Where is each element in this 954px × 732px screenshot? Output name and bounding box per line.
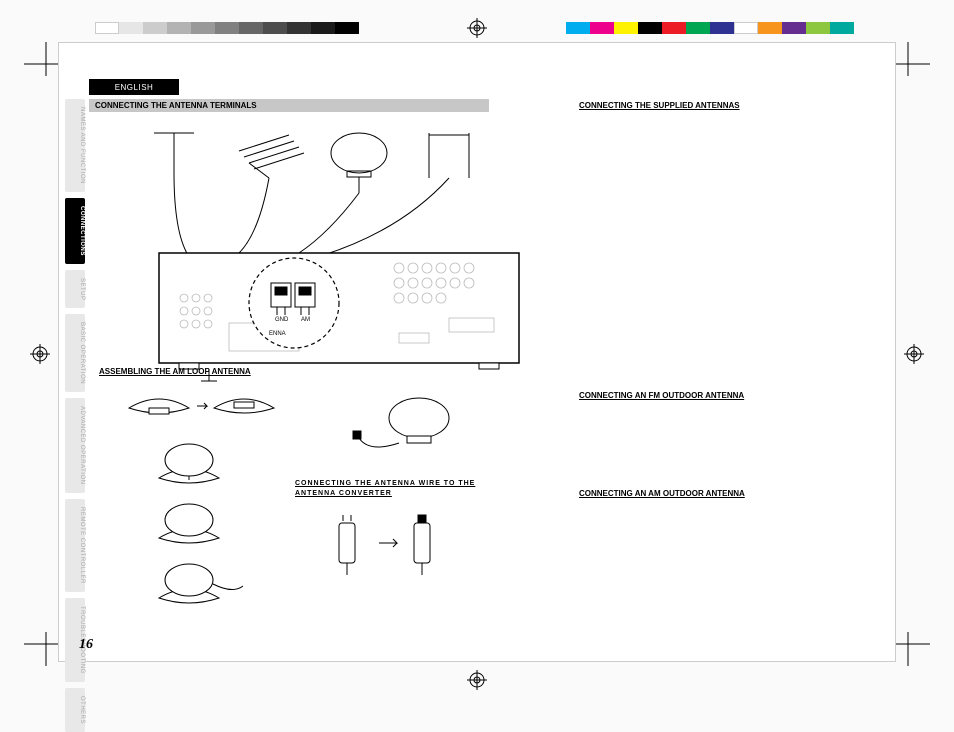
- label-gnd: GND: [275, 317, 289, 323]
- receiver-diagram: GND AM ENNA: [99, 123, 529, 383]
- label-enna: ENNA: [269, 331, 286, 337]
- crop-mark-tr: [896, 42, 930, 76]
- crop-mark-tl: [24, 42, 58, 76]
- reg-target-top: [467, 18, 487, 38]
- section-bar-antenna: CONNECTING THE ANTENNA TERMINALS: [89, 99, 489, 112]
- page-frame: ENGLISH NAMES AND FUNCTION CONNECTIONS S…: [58, 42, 896, 662]
- tab-remote[interactable]: REMOTE CONTROLLER: [65, 499, 85, 592]
- reg-target-left: [30, 344, 50, 364]
- page-number: 16: [79, 637, 93, 653]
- heading-am-outdoor: CONNECTING AN AM OUTDOOR ANTENNA: [579, 489, 745, 498]
- color-bar: [566, 22, 854, 34]
- tab-names-function[interactable]: NAMES AND FUNCTION: [65, 99, 85, 192]
- heading-assembling: ASSEMBLING THE AM LOOP ANTENNA: [99, 367, 251, 376]
- grayscale-bar: [95, 22, 359, 34]
- small-loop-diagram: [349, 393, 479, 463]
- heading-wire-converter: CONNECTING THE ANTENNA WIRE TO THE ANTEN…: [295, 479, 485, 499]
- heading-supplied: CONNECTING THE SUPPLIED ANTENNAS: [579, 101, 740, 110]
- label-am: AM: [301, 317, 310, 323]
- tab-basic-op[interactable]: BASIC OPERATION: [65, 314, 85, 392]
- reg-target-right: [904, 344, 924, 364]
- tab-setup[interactable]: SETUP: [65, 270, 85, 309]
- tab-others[interactable]: OTHERS: [65, 688, 85, 732]
- language-tab: ENGLISH: [89, 79, 179, 95]
- tab-connections[interactable]: CONNECTIONS: [65, 198, 85, 264]
- reg-target-bottom: [467, 670, 487, 690]
- am-loop-steps: [119, 388, 319, 608]
- crop-mark-bl: [24, 632, 58, 666]
- converter-diagram: [319, 513, 479, 583]
- tab-advanced-op[interactable]: ADVANCED OPERATION: [65, 398, 85, 492]
- crop-mark-br: [896, 632, 930, 666]
- heading-fm-outdoor: CONNECTING AN FM OUTDOOR ANTENNA: [579, 391, 744, 400]
